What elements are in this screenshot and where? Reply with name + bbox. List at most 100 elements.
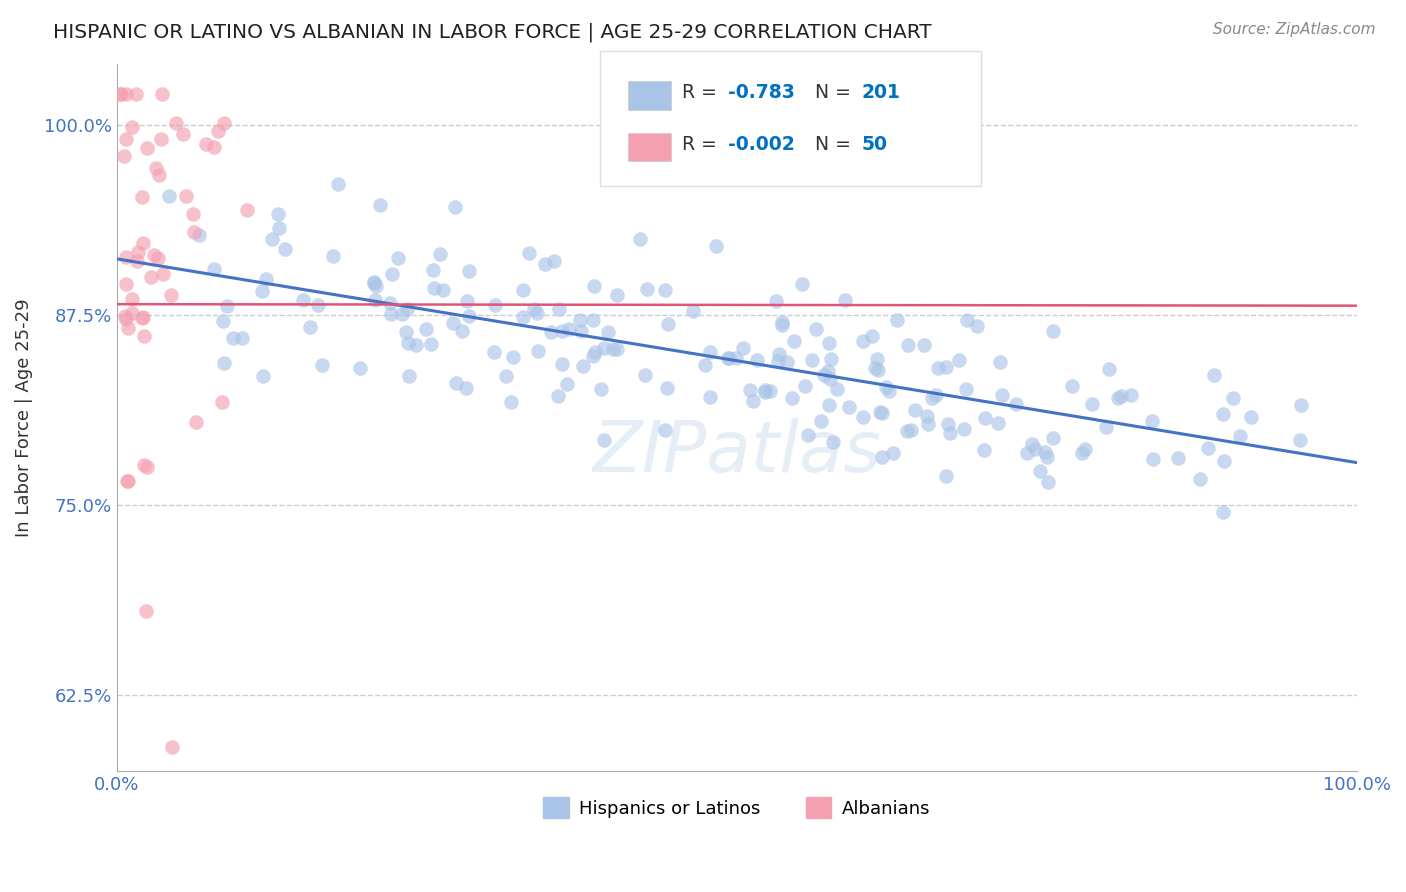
Point bbox=[1212, 453, 1234, 467]
Point bbox=[555, 376, 578, 391]
Point bbox=[1204, 368, 1226, 383]
Point bbox=[1107, 391, 1129, 405]
Point bbox=[790, 277, 813, 292]
Point bbox=[917, 409, 939, 424]
Point bbox=[1142, 452, 1164, 467]
Point bbox=[935, 360, 957, 375]
Point bbox=[1229, 429, 1251, 443]
Point bbox=[432, 283, 454, 297]
Point bbox=[443, 200, 465, 214]
Point bbox=[1029, 464, 1052, 478]
Point bbox=[628, 232, 651, 246]
Point bbox=[583, 345, 606, 359]
Point bbox=[422, 281, 444, 295]
Point bbox=[948, 352, 970, 367]
Point bbox=[512, 310, 534, 324]
Point bbox=[870, 406, 893, 420]
Point bbox=[634, 368, 657, 382]
Point bbox=[512, 283, 534, 297]
Text: N =: N = bbox=[815, 83, 858, 103]
Point bbox=[1021, 436, 1043, 450]
Point bbox=[252, 368, 274, 383]
Point bbox=[207, 124, 229, 138]
Point bbox=[582, 312, 605, 326]
Point bbox=[917, 417, 939, 432]
Point bbox=[591, 382, 613, 396]
Point bbox=[1140, 414, 1163, 428]
Point bbox=[869, 405, 891, 419]
Point bbox=[429, 246, 451, 260]
Point bbox=[852, 410, 875, 425]
Point bbox=[572, 359, 595, 374]
Point bbox=[114, 250, 136, 264]
Point bbox=[765, 294, 787, 309]
Point bbox=[569, 324, 592, 338]
Y-axis label: In Labor Force | Age 25-29: In Labor Force | Age 25-29 bbox=[15, 298, 32, 537]
Point bbox=[817, 398, 839, 412]
Point bbox=[495, 368, 517, 383]
Point bbox=[231, 331, 253, 345]
Point bbox=[693, 358, 716, 372]
Text: N =: N = bbox=[815, 135, 858, 154]
Point bbox=[387, 251, 409, 265]
Text: -0.002: -0.002 bbox=[728, 135, 794, 154]
Point bbox=[121, 306, 143, 320]
Point bbox=[456, 381, 478, 395]
Point bbox=[1167, 450, 1189, 465]
Point bbox=[770, 315, 793, 329]
Point bbox=[935, 469, 957, 483]
Point bbox=[759, 384, 782, 399]
Point bbox=[1197, 441, 1219, 455]
Point bbox=[132, 329, 155, 343]
Point bbox=[547, 389, 569, 403]
Point bbox=[380, 295, 402, 310]
Point bbox=[818, 372, 841, 386]
Point bbox=[132, 458, 155, 473]
Point bbox=[936, 417, 959, 432]
Point bbox=[543, 254, 565, 268]
Point bbox=[896, 425, 918, 439]
Point bbox=[834, 293, 856, 307]
Point bbox=[1024, 442, 1046, 456]
Point bbox=[117, 321, 139, 335]
Point bbox=[150, 87, 173, 102]
Point bbox=[526, 306, 548, 320]
Point bbox=[766, 354, 789, 368]
Point bbox=[176, 189, 198, 203]
Point bbox=[810, 414, 832, 428]
Point bbox=[925, 388, 948, 402]
Text: R =: R = bbox=[682, 135, 723, 154]
Point bbox=[551, 324, 574, 338]
Point bbox=[801, 353, 824, 368]
Point bbox=[142, 247, 165, 261]
Point bbox=[654, 423, 676, 437]
Point bbox=[825, 382, 848, 396]
Point bbox=[236, 203, 259, 218]
Point bbox=[655, 381, 678, 395]
Point bbox=[368, 198, 391, 212]
Point bbox=[139, 269, 162, 284]
Point bbox=[444, 376, 467, 391]
Point bbox=[125, 87, 148, 102]
Point bbox=[381, 267, 404, 281]
Point bbox=[593, 433, 616, 447]
Point bbox=[110, 87, 132, 102]
Point bbox=[108, 87, 131, 102]
Point bbox=[131, 311, 153, 326]
Point bbox=[517, 246, 540, 260]
Point bbox=[987, 416, 1010, 430]
Point bbox=[114, 309, 136, 323]
Point bbox=[165, 116, 187, 130]
Point bbox=[904, 403, 927, 417]
Point bbox=[117, 474, 139, 488]
Point bbox=[1098, 362, 1121, 376]
Point bbox=[886, 313, 908, 327]
Point bbox=[420, 337, 443, 351]
Point bbox=[817, 364, 839, 378]
Point bbox=[441, 316, 464, 330]
Point bbox=[127, 244, 149, 259]
Point bbox=[818, 335, 841, 350]
Point bbox=[117, 475, 139, 489]
Point bbox=[1042, 324, 1064, 338]
Point bbox=[852, 334, 875, 348]
